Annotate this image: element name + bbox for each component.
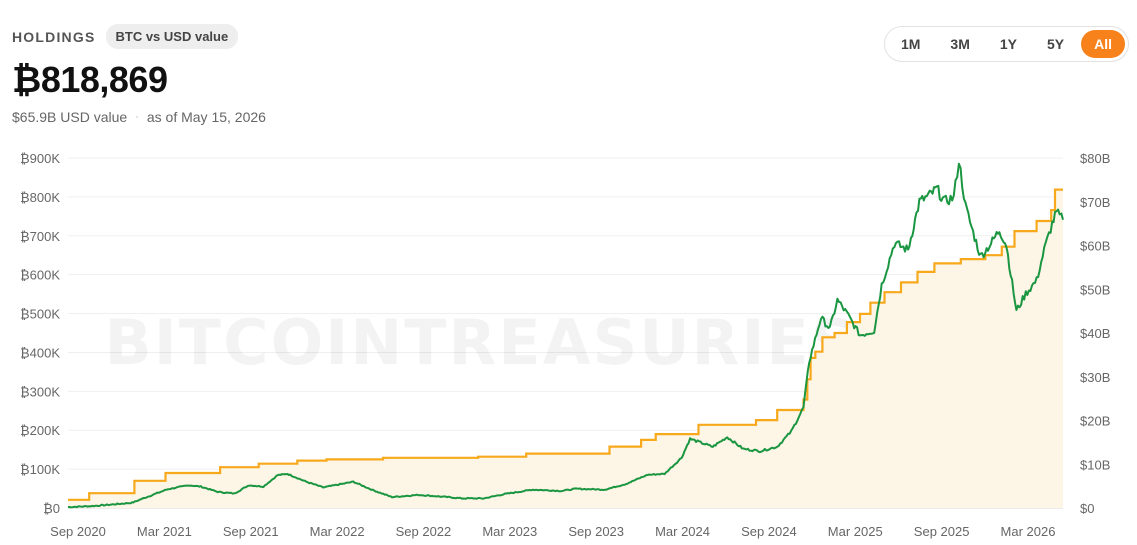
right-axis-tick-label: $0 (1080, 501, 1094, 516)
x-axis-tick-label: Sep 2020 (50, 524, 106, 539)
left-axis-tick-label: ₿300K (20, 384, 60, 399)
separator-dot: · (135, 111, 139, 123)
left-axis-tick-label: ₿600K (20, 268, 60, 283)
usd-value-line (67, 162, 1064, 509)
usd-value: $65.9B USD value (12, 109, 128, 125)
x-axis-tick-label: Mar 2024 (655, 524, 710, 539)
btc-holdings-area (68, 189, 1063, 508)
x-axis-tick-label: Mar 2022 (310, 524, 365, 539)
time-range-selector: 1M 3M 1Y 5Y All (883, 26, 1129, 62)
range-3m-button[interactable]: 3M (937, 30, 982, 58)
right-axis-tick-label: $20B (1080, 414, 1110, 429)
range-5y-button[interactable]: 5Y (1034, 30, 1077, 58)
left-axis-tick-label: ₿800K (20, 190, 60, 205)
range-1y-button[interactable]: 1Y (987, 30, 1030, 58)
btc-holdings-line (68, 188, 1063, 501)
left-axis-tick-label: ₿0 (43, 501, 60, 516)
x-axis-tick-label: Sep 2021 (223, 524, 279, 539)
range-all-button[interactable]: All (1081, 30, 1125, 58)
right-axis-tick-label: $60B (1080, 239, 1110, 254)
x-axis-tick-label: Mar 2023 (482, 524, 537, 539)
holdings-subline: $65.9B USD value · as of May 15, 2026 (12, 109, 266, 125)
x-axis-tick-label: Mar 2026 (1001, 524, 1056, 539)
x-axis-tick-label: Mar 2025 (828, 524, 883, 539)
holdings-title: HOLDINGS (12, 28, 96, 45)
x-axis-tick-label: Mar 2021 (137, 524, 192, 539)
right-axis-tick-label: $80B (1080, 151, 1110, 166)
left-axis-tick-label: ₿100K (20, 462, 60, 477)
x-axis-ticks: Sep 2020 Mar 2021 Sep 2021 Mar 2022 Sep 2022… (50, 524, 1055, 539)
right-axis-tick-label: $70B (1080, 195, 1110, 210)
as-of-date: as of May 15, 2026 (146, 109, 266, 125)
x-axis-tick-label: Sep 2023 (568, 524, 624, 539)
holdings-header: HOLDINGS BTC vs USD value ₿818,869 $65.9… (12, 24, 266, 125)
right-axis-tick-label: $10B (1080, 457, 1110, 472)
btc-holdings-value: ₿818,869 (12, 59, 168, 100)
btc-vs-usd-toggle[interactable]: BTC vs USD value (105, 24, 239, 49)
left-axis-tick-label: ₿200K (20, 423, 60, 438)
x-axis-tick-label: Sep 2024 (741, 524, 797, 539)
left-axis-tick-label: ₿900K (20, 151, 60, 166)
x-axis-tick-label: Sep 2025 (914, 524, 970, 539)
right-axis-tick-label: $40B (1080, 326, 1110, 341)
left-axis-ticks: ₿0 ₿100K ₿200K ₿300K ₿400K ₿500K ₿600K ₿700K ₿80… (20, 151, 60, 516)
left-axis-tick-label: ₿400K (20, 345, 60, 360)
x-axis-tick-label: Sep 2022 (396, 524, 452, 539)
left-axis-tick-label: ₿500K (20, 307, 60, 322)
holdings-label-row: HOLDINGS BTC vs USD value (12, 24, 266, 49)
right-axis-tick-label: $30B (1080, 370, 1110, 385)
left-axis-tick-label: ₿700K (20, 229, 60, 244)
right-axis-ticks: $0 $10B $20B $30B $40B $50B $60B $70B $80B (1080, 151, 1110, 516)
right-axis-tick-label: $50B (1080, 282, 1110, 297)
range-1m-button[interactable]: 1M (888, 30, 933, 58)
